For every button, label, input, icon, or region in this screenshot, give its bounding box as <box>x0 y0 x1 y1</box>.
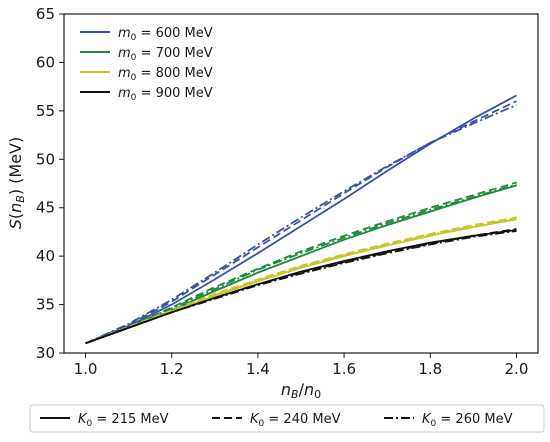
x-axis-title: nB/n0 <box>281 380 321 401</box>
legend-label: m0 = 700 MeV <box>118 46 213 63</box>
y-axis-title: S(nB) (MeV) <box>6 137 27 230</box>
y-tick-label: 30 <box>36 344 55 362</box>
series-line-m0-900-k0-260 <box>85 230 517 345</box>
legend-label: m0 = 800 MeV <box>118 66 213 83</box>
series-layer <box>85 94 517 345</box>
plot-frame <box>63 13 539 354</box>
x-tick-label: 2.0 <box>505 360 529 378</box>
style-legend-label: K0 = 260 MeV <box>422 412 513 429</box>
style-legend-label: K0 = 215 MeV <box>78 412 169 429</box>
y-tick-label: 40 <box>36 247 55 265</box>
tick-layer: 1.0 1.2 1.4 1.6 1.8 2.0 30 35 40 45 50 55 60 65 <box>36 5 528 378</box>
y-tick-label: 60 <box>36 53 55 71</box>
series-line-m0-900-k0-240 <box>85 228 517 345</box>
series-line-m0-600-k0-260 <box>85 104 517 345</box>
x-tick-label: 1.4 <box>246 360 270 378</box>
y-tick-label: 50 <box>36 150 55 168</box>
x-tick-label: 1.8 <box>418 360 442 378</box>
y-tick-label: 55 <box>36 102 55 120</box>
series-line-m0-800-k0-240 <box>85 216 517 345</box>
color-legend: m0 = 600 MeV m0 = 700 MeV m0 = 800 MeV m0 =… <box>80 26 213 103</box>
series-line-m0-900-k0-215 <box>85 229 517 345</box>
series-line-m0-700-k0-260 <box>85 183 517 345</box>
series-line-m0-600-k0-240 <box>85 100 517 345</box>
series-line-m0-700-k0-240 <box>85 181 517 345</box>
series-line-m0-800-k0-260 <box>85 217 517 345</box>
y-tick-label: 65 <box>36 5 55 23</box>
style-legend-frame <box>29 404 545 433</box>
x-tick-label: 1.0 <box>74 360 98 378</box>
y-tick-label: 35 <box>36 296 55 314</box>
series-line-m0-800-k0-215 <box>85 218 517 345</box>
x-tick-label: 1.2 <box>160 360 184 378</box>
legend-label: m0 = 900 MeV <box>118 86 213 103</box>
style-legend-label: K0 = 240 MeV <box>250 412 341 429</box>
style-legend: K0 = 215 MeV K0 = 240 MeV K0 = 260 MeV <box>40 412 513 429</box>
x-tick-label: 1.6 <box>332 360 356 378</box>
legend-label: m0 = 600 MeV <box>118 26 213 43</box>
y-tick-label: 45 <box>36 199 55 217</box>
